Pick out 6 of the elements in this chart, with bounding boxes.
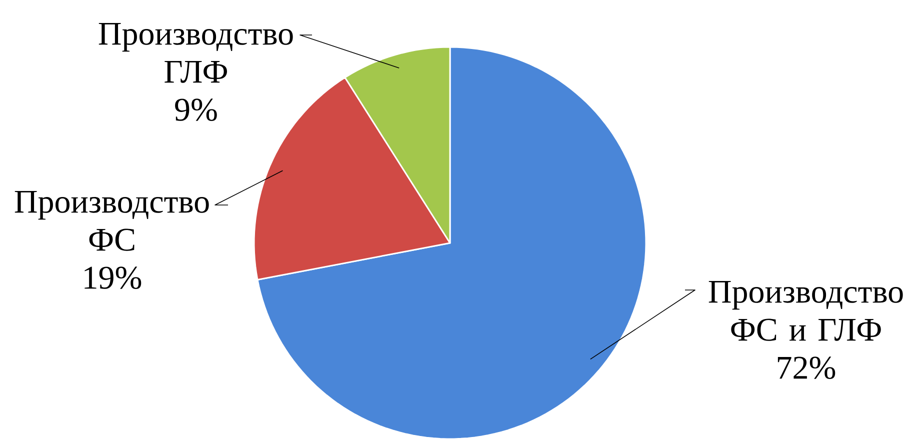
slice-label: Производство ГЛФ	[98, 22, 293, 83]
slice-label: Производство ФС и ГЛФ	[708, 280, 903, 341]
slice-label: Производство ФС	[14, 190, 209, 251]
data-label: 72%	[778, 356, 836, 380]
data-label: 19%	[84, 266, 142, 290]
data-label: 9%	[175, 98, 217, 122]
